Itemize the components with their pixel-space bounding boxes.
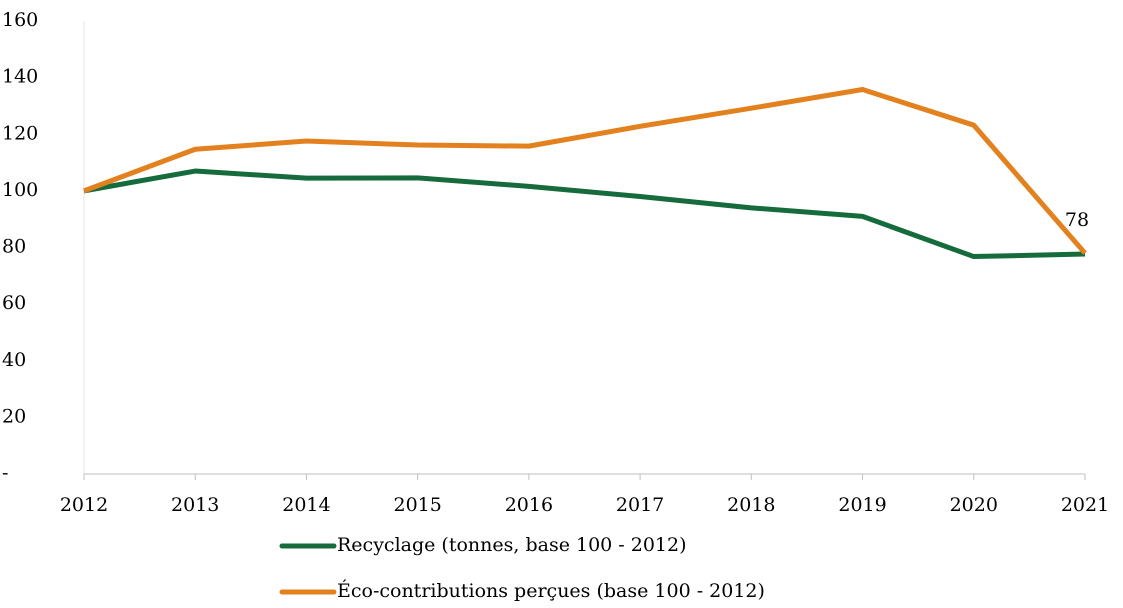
x-tick-label: 2017 — [616, 494, 664, 516]
y-tick-label: 40 — [2, 349, 26, 371]
x-tick-label: 2020 — [950, 494, 998, 516]
x-tick-label: 2012 — [60, 494, 108, 516]
y-tick-label: 20 — [2, 405, 26, 427]
line-series — [83, 168, 1086, 260]
line-series — [83, 87, 1087, 255]
data-label: 78 — [1065, 209, 1089, 231]
y-tick-label: 80 — [2, 236, 26, 258]
y-tick-label: 140 — [2, 66, 38, 88]
y-tick-label: 160 — [2, 9, 38, 31]
y-tick-label: 120 — [2, 122, 38, 144]
x-tick-label: 2015 — [393, 494, 441, 516]
x-tick-label: 2019 — [838, 494, 886, 516]
x-tick-label: 2021 — [1061, 494, 1109, 516]
y-tick-label: - — [2, 462, 8, 484]
legend-label: Éco-contributions perçues (base 100 - 20… — [337, 579, 765, 602]
x-tick-label: 2013 — [171, 494, 219, 516]
legend-label: Recyclage (tonnes, base 100 - 2012) — [337, 534, 687, 556]
x-tick-label: 2018 — [727, 494, 775, 516]
x-tick-label: 2014 — [282, 494, 330, 516]
x-tick-label: 2016 — [505, 494, 553, 516]
y-tick-label: 60 — [2, 292, 26, 314]
y-tick-label: 100 — [2, 179, 38, 201]
